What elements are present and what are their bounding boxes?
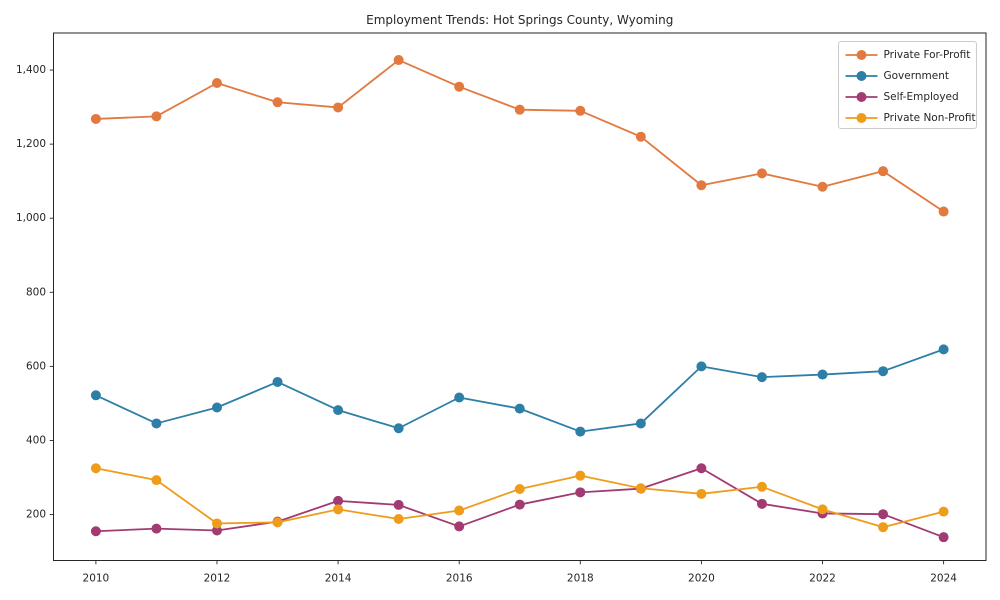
data-point (151, 523, 162, 534)
data-point (938, 532, 949, 543)
legend-marker (856, 50, 867, 60)
data-point (938, 506, 949, 517)
y-tick-label: 1,000 (16, 212, 46, 224)
x-tick-label: 2020 (688, 573, 715, 585)
legend-label: Government (884, 70, 949, 82)
y-tick-label: 400 (26, 434, 46, 446)
data-point (211, 78, 222, 89)
series-line-private-for-profit (94, 59, 945, 213)
data-point (817, 504, 828, 515)
x-tick-label: 2022 (809, 573, 836, 585)
data-point (756, 168, 767, 179)
data-point (635, 483, 646, 494)
series-line-government (94, 348, 945, 433)
data-point (696, 361, 707, 372)
data-point (575, 487, 586, 498)
legend-box (838, 41, 977, 129)
legend-marker (856, 113, 867, 123)
data-point (333, 504, 344, 515)
data-point (696, 180, 707, 191)
data-point (454, 392, 465, 403)
chart-title: Employment Trends: Hot Springs County, W… (366, 13, 673, 27)
data-point (393, 423, 404, 434)
data-point (393, 514, 404, 525)
x-tick-label: 2024 (930, 573, 957, 585)
data-point (756, 498, 767, 509)
data-point (514, 484, 525, 495)
data-point (272, 376, 283, 387)
data-point (756, 481, 767, 492)
legend-marker (856, 71, 867, 81)
data-point (878, 166, 889, 177)
x-tick-label: 2010 (83, 573, 110, 585)
data-point (333, 495, 344, 506)
y-tick-label: 1,400 (16, 64, 46, 76)
data-point (90, 390, 101, 401)
data-point (454, 81, 465, 92)
x-tick-label: 2012 (204, 573, 231, 585)
data-point (90, 113, 101, 124)
data-point (151, 111, 162, 122)
legend-label: Private For-Profit (884, 49, 971, 61)
data-point (696, 488, 707, 499)
y-tick-label: 800 (26, 286, 46, 298)
data-point (514, 403, 525, 414)
data-point (817, 369, 828, 380)
data-point (514, 499, 525, 510)
x-tick-label: 2016 (446, 573, 473, 585)
data-point (575, 470, 586, 481)
data-point (756, 372, 767, 383)
data-point (878, 509, 889, 520)
data-point (938, 344, 949, 355)
data-point (817, 181, 828, 192)
legend-marker (856, 92, 867, 102)
y-tick-label: 1,200 (16, 138, 46, 150)
data-point (151, 475, 162, 486)
plot-area: 200 400 600 800 1,000 1,200 1,400 2010 2012 2014 2… (16, 32, 987, 585)
data-point (938, 206, 949, 217)
data-point (211, 525, 222, 536)
data-point (90, 526, 101, 537)
data-point (635, 418, 646, 429)
series-line-private-non-profit (94, 467, 945, 529)
data-point (151, 418, 162, 429)
data-point (393, 55, 404, 66)
data-point (514, 104, 525, 115)
legend-label: Private Non-Profit (884, 112, 976, 124)
data-point (272, 517, 283, 528)
axes-spines (53, 32, 987, 561)
y-tick-label: 600 (26, 360, 46, 372)
data-point (878, 366, 889, 377)
data-point (333, 405, 344, 416)
y-tick-label: 200 (26, 509, 46, 521)
legend-label: Self-Employed (884, 91, 959, 103)
x-tick-label: 2018 (567, 573, 594, 585)
data-point (211, 402, 222, 413)
data-point (635, 131, 646, 142)
data-point (211, 518, 222, 529)
data-point (878, 522, 889, 533)
data-point (696, 463, 707, 474)
x-tick-label: 2014 (325, 573, 352, 585)
data-point (393, 499, 404, 510)
data-point (454, 521, 465, 532)
data-point (575, 105, 586, 116)
data-point (272, 97, 283, 108)
data-point (454, 505, 465, 516)
data-point (575, 426, 586, 437)
data-point (333, 102, 344, 113)
data-point (90, 463, 101, 474)
